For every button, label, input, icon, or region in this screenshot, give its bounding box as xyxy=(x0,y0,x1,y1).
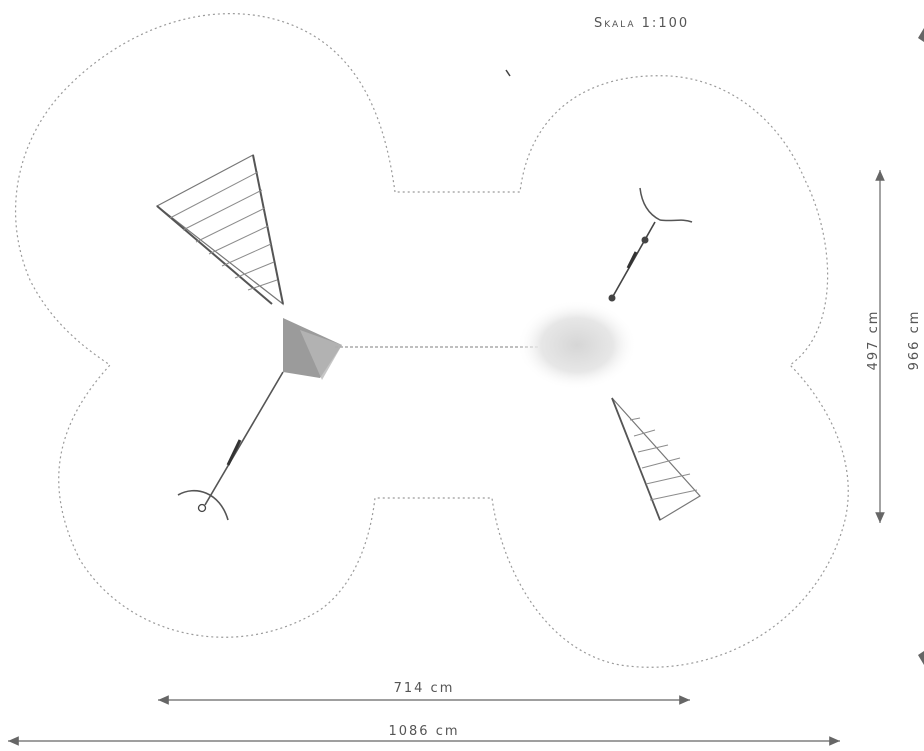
outer-height-arrow-top xyxy=(918,28,924,42)
net-upper-left xyxy=(155,154,284,306)
rope-ladder-lower-left xyxy=(177,371,284,521)
safety-zone-outline xyxy=(14,13,849,668)
scale-label: Skala 1:100 xyxy=(594,16,689,31)
inner-width-label: 714 cm xyxy=(394,681,455,696)
net-lower-right xyxy=(611,397,701,521)
outer-height-label: 966 cm xyxy=(907,310,922,371)
climbing-triangle-left xyxy=(283,318,342,380)
inner-height-label: 497 cm xyxy=(866,310,881,371)
outer-width-label: 1086 cm xyxy=(388,724,459,739)
chain-climber-upper-right xyxy=(608,187,693,302)
speckle-area-right xyxy=(517,300,637,390)
stray-mark xyxy=(505,69,511,77)
outer-height-arrow-bottom xyxy=(918,651,924,665)
